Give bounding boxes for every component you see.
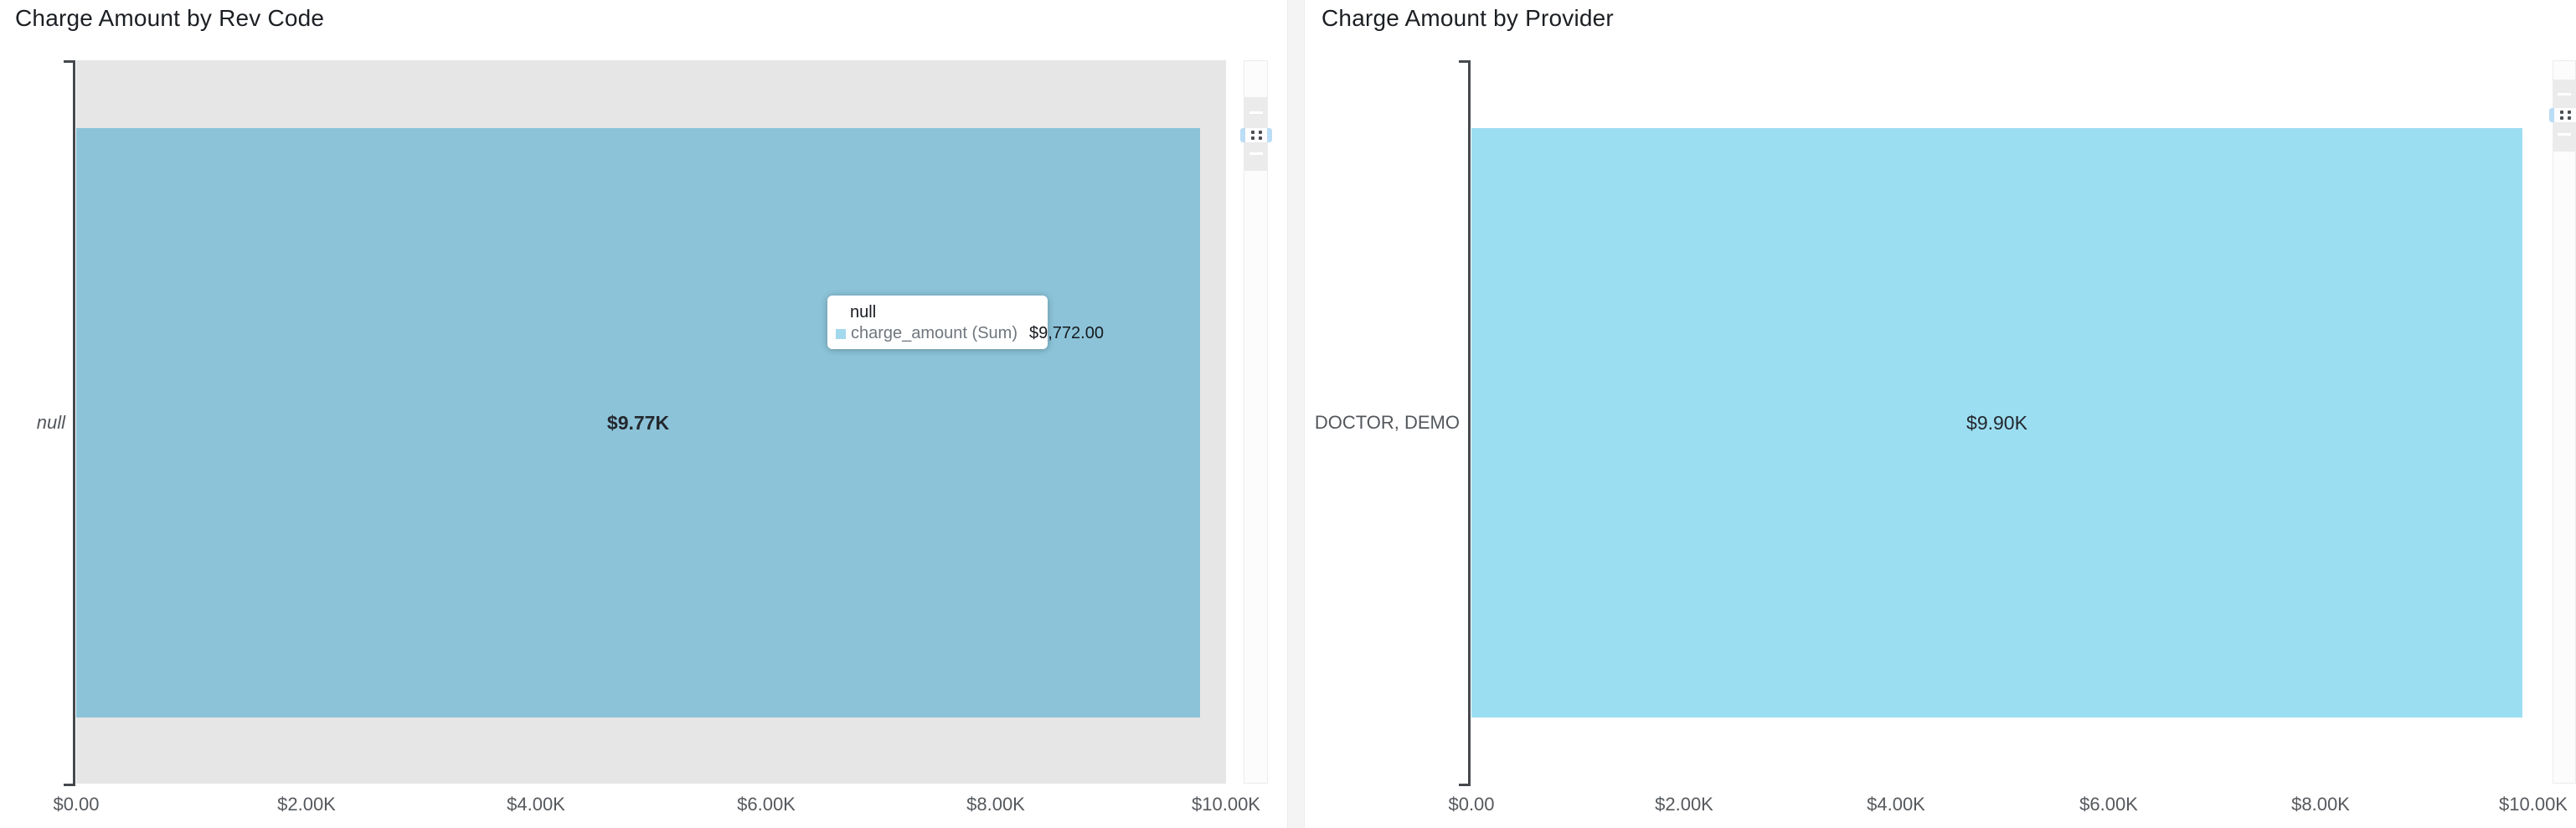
y-axis-top-cap — [1459, 60, 1471, 63]
x-tick-label: $8.00K — [966, 794, 1025, 815]
y-axis-line — [73, 60, 75, 786]
x-tick-label: $6.00K — [737, 794, 796, 815]
tooltip-category: null — [850, 303, 877, 321]
chart-tooltip: null charge_amount (Sum) $9,772.00 — [827, 296, 1104, 349]
panel-divider — [1287, 0, 1305, 828]
chart-title: Charge Amount by Rev Code — [15, 5, 325, 31]
grip-line — [2558, 133, 2571, 136]
x-tick-label: $4.00K — [507, 794, 565, 815]
visual-charge-by-provider: Charge Amount by Provider $9.90K DOCTOR,… — [1305, 0, 2576, 828]
grip-line — [2558, 93, 2571, 95]
series-swatch-icon — [836, 328, 846, 339]
y-axis-line — [1468, 60, 1471, 786]
grip-line — [1249, 111, 1263, 114]
tooltip-series-label: charge_amount (Sum) — [851, 324, 1018, 342]
y-axis-bottom-cap — [1459, 784, 1471, 786]
bar-value-label: $9.77K — [606, 411, 670, 434]
drag-handle-icon[interactable] — [1240, 128, 1272, 142]
chart-title: Charge Amount by Provider — [1321, 5, 1614, 31]
x-tick-label: $2.00K — [277, 794, 336, 815]
x-tick-label: $6.00K — [2079, 794, 2138, 815]
visual-charge-by-rev-code: Charge Amount by Rev Code $9.77K null $0… — [0, 0, 1287, 828]
bar-null[interactable]: $9.77K — [76, 128, 1200, 717]
drag-handle-icon[interactable] — [2549, 108, 2576, 122]
x-tick-label: $4.00K — [1867, 794, 1925, 815]
x-tick-label: $10.00K — [2499, 794, 2568, 815]
y-axis-bottom-cap — [64, 784, 75, 786]
x-tick-label: $10.00K — [1192, 794, 1260, 815]
y-category-label: DOCTOR, DEMO — [1314, 412, 1460, 433]
y-zoom-scrollbar[interactable] — [1240, 60, 1272, 784]
grip-line — [1249, 152, 1263, 155]
tooltip-value: $9,772.00 — [1028, 324, 1104, 342]
x-tick-label: $2.00K — [1655, 794, 1713, 815]
bar-doctor-demo[interactable]: $9.90K — [1471, 128, 2522, 717]
y-category-label: null — [36, 412, 65, 433]
y-axis-top-cap — [64, 60, 75, 63]
x-tick-label: $8.00K — [2291, 794, 2350, 815]
y-zoom-scrollbar[interactable] — [2549, 60, 2576, 784]
x-tick-label: $0.00 — [1448, 794, 1495, 815]
bar-value-label: $9.90K — [1966, 411, 2027, 434]
x-tick-label: $0.00 — [53, 794, 100, 815]
